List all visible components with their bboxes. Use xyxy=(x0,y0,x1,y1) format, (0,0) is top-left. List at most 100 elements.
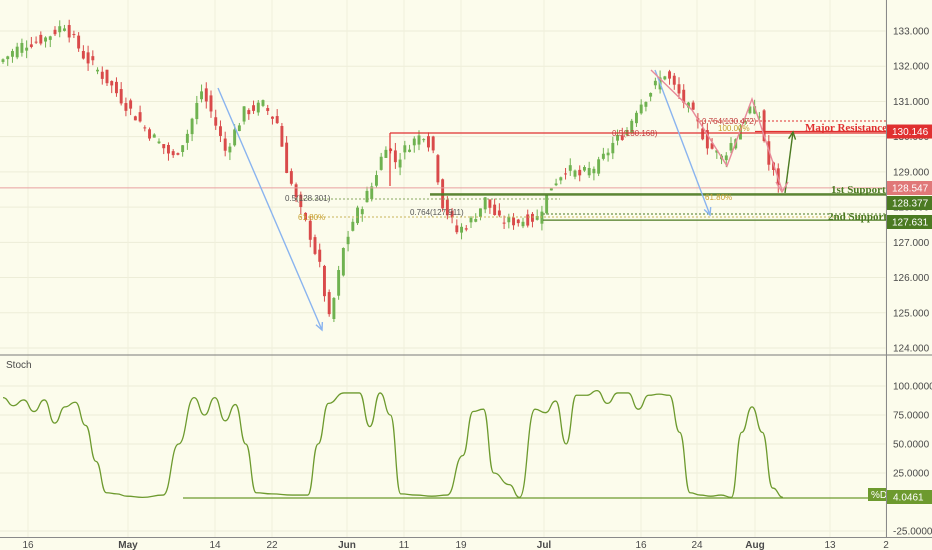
candle-body-27 xyxy=(129,100,133,109)
candle-body-89 xyxy=(422,139,426,141)
candle-body-77 xyxy=(365,190,369,203)
candle-body-150 xyxy=(710,143,714,149)
stoch-value-tag-bg xyxy=(887,490,932,504)
candle-body-4 xyxy=(20,42,24,53)
candle-body-158 xyxy=(748,106,752,114)
candle-body-44 xyxy=(209,95,213,112)
stoch-tick-2: 50.0000 xyxy=(893,440,930,451)
candle-body-133 xyxy=(630,120,634,133)
candle-body-9 xyxy=(44,37,48,42)
candle-body-84 xyxy=(398,159,402,168)
candle-body-153 xyxy=(724,155,728,161)
candle-body-0 xyxy=(1,59,5,62)
candle-body-60 xyxy=(285,142,289,173)
candle-body-64 xyxy=(304,212,308,220)
time-tick-0: 16 xyxy=(22,540,34,550)
candle-body-156 xyxy=(738,128,742,140)
candle-body-81 xyxy=(384,149,388,158)
candle-body-92 xyxy=(436,155,440,183)
arrow-down-may-head xyxy=(315,321,324,332)
candlestick-series xyxy=(1,19,780,323)
candle-body-94 xyxy=(445,199,449,216)
candle-body-140 xyxy=(663,76,667,80)
time-tick-3: 22 xyxy=(266,540,278,550)
stoch-tick-4: -25.0000 xyxy=(893,527,932,538)
stoch-value-tag: 4.0461 xyxy=(893,493,924,504)
chart-overlays: 0.764(130.472)100.00% 0.5(130.168) 61.80% 0… xyxy=(0,69,887,332)
candle-body-70 xyxy=(332,297,336,319)
first-support-label: 1st Support xyxy=(831,184,886,196)
first-support-tag: 128.377 xyxy=(892,199,929,210)
candle-body-137 xyxy=(649,93,653,97)
candle-body-161 xyxy=(762,110,766,142)
time-tick-2: 14 xyxy=(209,540,221,550)
candle-body-87 xyxy=(412,138,416,146)
candle-body-101 xyxy=(478,208,482,217)
candle-body-148 xyxy=(701,128,705,140)
price-tick-9: 124.000 xyxy=(893,344,930,355)
candle-body-109 xyxy=(516,219,520,224)
stoch-d-line xyxy=(2,389,784,499)
candle-body-43 xyxy=(204,88,208,102)
arrow-up-green-head xyxy=(788,130,797,140)
candle-body-2 xyxy=(10,51,14,57)
candle-body-111 xyxy=(526,214,530,226)
major-resistance-tag: 130.146 xyxy=(892,127,929,138)
candle-body-162 xyxy=(767,141,771,165)
stoch-tick-0: 100.0000 xyxy=(893,382,932,393)
candle-body-74 xyxy=(351,221,355,231)
candle-body-29 xyxy=(138,112,142,122)
time-tick-12: 2 xyxy=(883,540,889,550)
candle-body-15 xyxy=(72,34,76,36)
candle-body-135 xyxy=(639,104,643,114)
candle-body-42 xyxy=(200,91,204,100)
candle-body-104 xyxy=(493,204,497,216)
candle-body-28 xyxy=(133,116,137,121)
candle-body-119 xyxy=(564,173,568,175)
candle-body-144 xyxy=(682,89,686,103)
candle-body-134 xyxy=(634,112,638,124)
candle-body-31 xyxy=(148,129,152,139)
candle-body-49 xyxy=(233,129,237,146)
candle-body-58 xyxy=(275,116,279,124)
price-tick-6: 127.000 xyxy=(893,238,930,249)
candle-body-105 xyxy=(497,210,501,216)
candle-body-149 xyxy=(705,130,709,149)
candle-body-157 xyxy=(743,121,747,123)
candle-body-72 xyxy=(341,248,345,276)
chart-gridlines xyxy=(0,0,887,537)
candle-body-12 xyxy=(58,26,62,33)
candle-body-141 xyxy=(668,71,672,79)
candle-body-86 xyxy=(408,149,412,152)
candle-body-79 xyxy=(374,175,378,186)
candle-body-160 xyxy=(757,116,761,118)
price-tick-7: 126.000 xyxy=(893,273,930,284)
candle-body-63 xyxy=(299,194,303,208)
candle-body-108 xyxy=(512,217,516,226)
candle-body-123 xyxy=(582,166,586,171)
candle-body-32 xyxy=(152,134,156,138)
candle-body-69 xyxy=(327,292,331,315)
price-tick-2: 131.000 xyxy=(893,97,930,108)
candle-body-23 xyxy=(110,81,114,86)
candle-body-61 xyxy=(289,171,293,184)
time-tick-7: Jul xyxy=(537,540,552,550)
candle-body-129 xyxy=(611,142,615,154)
stoch-d-badge: %D xyxy=(871,490,887,501)
price-tick-0: 133.000 xyxy=(893,27,930,38)
time-tick-9: 24 xyxy=(691,540,703,550)
swing-pattern xyxy=(650,69,783,191)
swing-pattern-head xyxy=(775,181,789,194)
candle-body-40 xyxy=(190,118,194,135)
current-price-tag-bg xyxy=(887,181,932,195)
time-tick-8: 16 xyxy=(635,540,647,550)
time-tick-11: 13 xyxy=(824,540,836,550)
candle-body-24 xyxy=(114,81,118,94)
candle-body-25 xyxy=(119,89,123,104)
arrow-down-jul-head xyxy=(703,206,712,217)
fib-label-4: 0.764(127.911) xyxy=(410,208,464,217)
second-support-tag-bg xyxy=(887,215,932,229)
candle-body-47 xyxy=(223,138,227,151)
candle-body-95 xyxy=(450,210,454,218)
